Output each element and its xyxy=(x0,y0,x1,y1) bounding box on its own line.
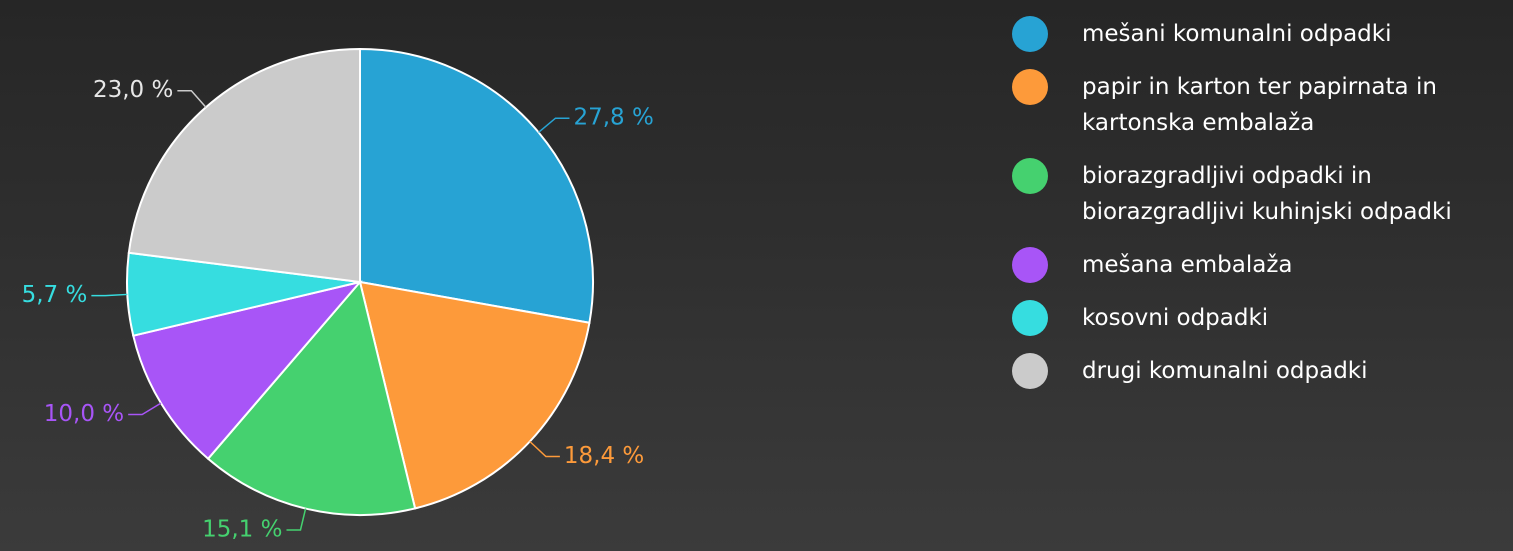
pie-chart: 27,8 % 18,4 % 15,1 % 10,0 % 5,7 % 23,0 % xyxy=(0,0,1000,551)
legend-label: mešani komunalni odpadki xyxy=(1082,16,1492,52)
leader-line xyxy=(539,118,570,132)
legend-item: mešani komunalni odpadki xyxy=(1012,16,1512,52)
legend-label: biorazgradljivi odpadki in biorazgradlji… xyxy=(1082,158,1492,230)
data-label: 23,0 % xyxy=(93,77,173,103)
leader-line xyxy=(128,403,161,414)
legend: mešani komunalni odpadki papir in karton … xyxy=(1012,16,1512,389)
legend-label: mešana embalaža xyxy=(1082,247,1492,283)
legend-item: papir in karton ter papirnata in kartons… xyxy=(1012,69,1512,141)
data-label: 27,8 % xyxy=(573,105,653,131)
legend-swatch xyxy=(1012,16,1048,52)
legend-label: papir in karton ter papirnata in kartons… xyxy=(1082,69,1492,141)
leader-line xyxy=(91,294,127,295)
data-label: 15,1 % xyxy=(202,516,282,542)
legend-label: drugi komunalni odpadki xyxy=(1082,353,1492,389)
legend-swatch xyxy=(1012,158,1048,194)
legend-item: biorazgradljivi odpadki in biorazgradlji… xyxy=(1012,158,1512,230)
legend-swatch xyxy=(1012,353,1048,389)
legend-swatch xyxy=(1012,69,1048,105)
legend-swatch xyxy=(1012,300,1048,336)
legend-item: mešana embalaža xyxy=(1012,247,1512,283)
leader-line xyxy=(286,509,305,530)
data-label: 5,7 % xyxy=(22,282,88,308)
legend-item: drugi komunalni odpadki xyxy=(1012,353,1512,389)
pie-slice xyxy=(360,49,593,323)
leader-line xyxy=(177,91,206,108)
data-label: 10,0 % xyxy=(44,401,124,427)
chart: 27,8 % 18,4 % 15,1 % 10,0 % 5,7 % 23,0 % meša… xyxy=(0,0,1513,551)
leader-line xyxy=(530,441,560,456)
data-label: 18,4 % xyxy=(564,443,644,469)
legend-item: kosovni odpadki xyxy=(1012,300,1512,336)
legend-label: kosovni odpadki xyxy=(1082,300,1492,336)
legend-swatch xyxy=(1012,247,1048,283)
